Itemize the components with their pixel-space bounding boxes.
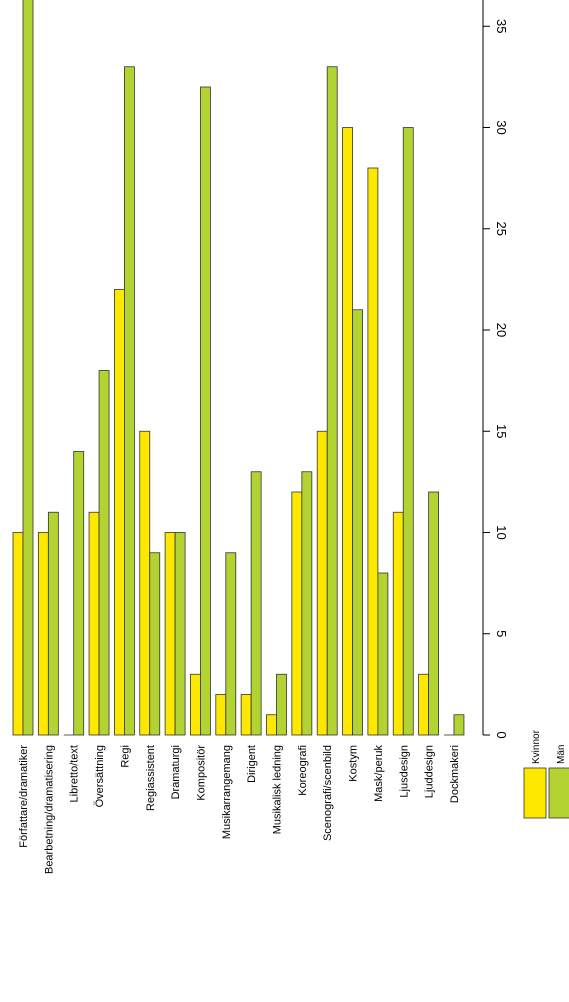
bar-man-2 xyxy=(73,451,85,736)
bars-group xyxy=(12,0,465,736)
bar-man-0 xyxy=(22,0,34,736)
axis-tick-label-4: 20 xyxy=(494,323,509,337)
bar-kvinnor-10 xyxy=(266,714,277,736)
bar-man-14 xyxy=(377,572,389,736)
bar-man-3 xyxy=(98,370,110,736)
bar-kvinnor-13 xyxy=(342,127,353,736)
category-label-9: Dirigent xyxy=(246,745,258,783)
bar-kvinnor-15 xyxy=(392,511,404,736)
category-label-4: Regi xyxy=(119,745,131,768)
bar-kvinnor-7 xyxy=(190,673,201,736)
category-label-11: Koreografi xyxy=(297,745,309,796)
bar-kvinnor-9 xyxy=(240,694,252,736)
bar-kvinnor-1 xyxy=(37,532,49,736)
bar-kvinnor-0 xyxy=(12,532,24,736)
bar-man-15 xyxy=(402,127,414,736)
category-label-15: Ljusdesign xyxy=(398,745,410,798)
legend-swatch-1 xyxy=(548,767,569,819)
category-label-5: Regiassistent xyxy=(145,745,157,811)
category-label-0: Författare/dramatiker xyxy=(18,745,30,848)
category-label-3: Översättning xyxy=(94,745,106,807)
category-label-12: Scenografi/scenbild xyxy=(322,745,334,841)
axis-tick-label-7: 35 xyxy=(494,19,509,33)
bar-kvinnor-11 xyxy=(291,491,303,736)
bar-kvinnor-12 xyxy=(316,430,328,736)
bar-man-6 xyxy=(174,532,186,736)
category-label-1: Bearbetning/dramatisering xyxy=(43,745,55,874)
bar-man-16 xyxy=(428,491,440,736)
bar-kvinnor-4 xyxy=(114,289,125,736)
bar-man-5 xyxy=(149,552,161,736)
bar-man-7 xyxy=(200,86,211,736)
bar-man-17 xyxy=(453,714,465,736)
bar-kvinnor-5 xyxy=(139,430,151,736)
category-label-13: Kostym xyxy=(348,745,360,782)
axis-tick-label-2: 10 xyxy=(494,525,509,539)
category-label-16: Ljuddesign xyxy=(424,745,436,798)
bar-man-13 xyxy=(352,309,363,736)
value-axis: 0510152025303540 xyxy=(482,0,509,739)
category-label-2: Libretto/text xyxy=(69,745,81,802)
bar-kvinnor-3 xyxy=(88,511,100,736)
category-label-10: Musikalisk ledning xyxy=(272,745,284,834)
legend-label-1: Män xyxy=(556,745,567,764)
bar-man-8 xyxy=(225,552,237,736)
bar-man-10 xyxy=(276,673,287,736)
legend: Kvinnor Män xyxy=(523,729,569,819)
category-label-14: Mask/peruk xyxy=(373,745,385,802)
axis-tick-label-6: 30 xyxy=(494,120,509,134)
legend-swatch-0 xyxy=(523,767,547,819)
axis-tick-label-3: 15 xyxy=(494,424,509,438)
bar-man-11 xyxy=(301,471,313,736)
bar-kvinnor-6 xyxy=(164,532,176,736)
legend-label-0: Kvinnor xyxy=(531,729,542,764)
category-labels: Författare/dramatiker Bearbetning/dramati… xyxy=(18,745,461,875)
axis-tick-label-1: 5 xyxy=(494,630,509,637)
category-label-7: Kompositör xyxy=(195,745,207,801)
bar-man-9 xyxy=(250,471,262,736)
bar-man-4 xyxy=(124,66,135,736)
category-label-17: Dockmakeri xyxy=(449,745,461,803)
bar-man-12 xyxy=(326,66,338,736)
bar-man-1 xyxy=(47,511,59,736)
bar-kvinnor-8 xyxy=(215,694,227,736)
category-label-6: Dramaturgi xyxy=(170,745,182,799)
bar-kvinnor-14 xyxy=(367,167,379,736)
axis-tick-label-5: 25 xyxy=(494,222,509,236)
bar-kvinnor-16 xyxy=(418,673,430,736)
axis-tick-label-0: 0 xyxy=(494,731,509,738)
category-label-8: Musikarrangemang xyxy=(221,745,233,839)
